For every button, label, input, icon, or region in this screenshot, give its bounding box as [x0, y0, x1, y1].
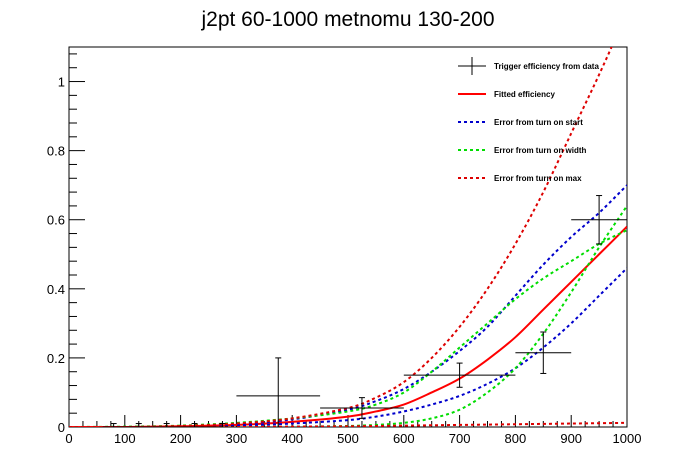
x-tick-label: 800 [505, 431, 527, 446]
x-tick-label: 0 [65, 431, 72, 446]
data-point [320, 397, 404, 419]
x-tick-label: 900 [560, 431, 582, 446]
y-tick-label: 0.8 [47, 144, 65, 159]
legend-entry: Trigger efficiency from data [458, 57, 599, 75]
x-tick-label: 400 [281, 431, 303, 446]
data-point [515, 331, 572, 374]
y-tick-label: 0.6 [47, 213, 65, 228]
x-tick-label: 1000 [613, 431, 642, 446]
data-point [180, 423, 209, 428]
y-tick-label: 1 [58, 75, 65, 90]
legend-label: Trigger efficiency from data [494, 62, 599, 71]
y-axis: 0 0.2 0.4 0.6 0.8 1 [47, 53, 85, 435]
series-5-line [69, 47, 613, 427]
chart-title: j2pt 60-1000 metnomu 130-200 [200, 8, 494, 31]
legend-label: Error from turn on max [494, 174, 582, 183]
series-1-line [69, 184, 627, 427]
legend-entry: Error from turn on start [458, 118, 583, 127]
curves-layer [69, 47, 627, 427]
series-3-line [69, 229, 627, 427]
x-tick-label: 500 [337, 431, 359, 446]
x-tick-label: 100 [114, 431, 136, 446]
series-6-line [69, 421, 627, 427]
data-point [571, 195, 627, 245]
x-tick-label: 600 [393, 431, 415, 446]
x-tick-label: 200 [170, 431, 192, 446]
legend: Trigger efficiency from data Fitted effic… [458, 57, 599, 183]
legend-label: Error from turn on width [494, 146, 587, 155]
data-points-layer [102, 195, 627, 428]
series-0-line [69, 225, 627, 427]
legend-entry: Error from turn on max [458, 174, 582, 183]
y-tick-label: 0 [58, 420, 65, 435]
data-point [124, 423, 153, 428]
legend-entry: Error from turn on width [458, 146, 587, 155]
legend-label: Error from turn on start [494, 118, 583, 127]
y-tick-label: 0.2 [47, 351, 65, 366]
data-point [403, 362, 516, 388]
y-tick-label: 0.4 [47, 282, 65, 297]
legend-label: Fitted efficiency [494, 90, 555, 99]
legend-entry: Fitted efficiency [458, 90, 555, 99]
x-tick-label: 300 [226, 431, 248, 446]
data-point [152, 423, 181, 428]
series-4-line [69, 205, 627, 427]
x-tick-label: 700 [449, 431, 471, 446]
data-point [102, 423, 125, 428]
data-point [236, 357, 321, 427]
data-point [208, 423, 237, 428]
